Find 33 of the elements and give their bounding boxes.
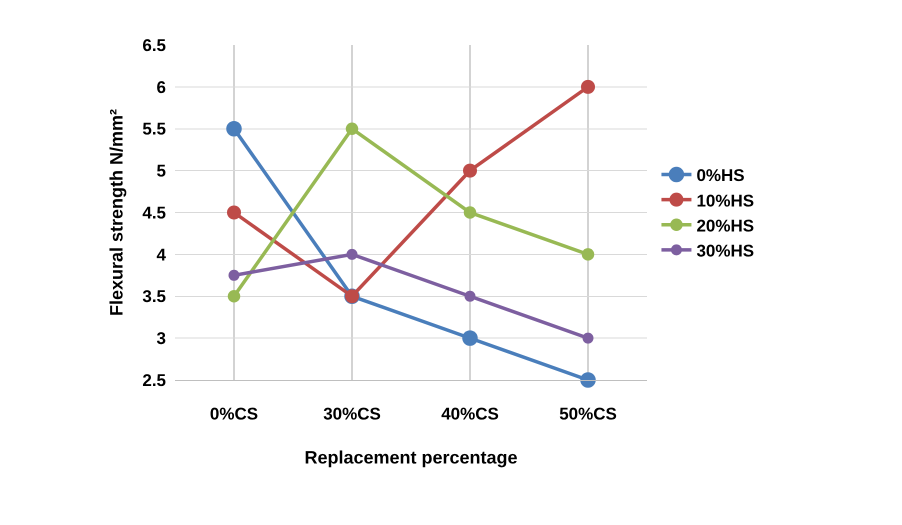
point xyxy=(464,206,476,219)
y-tick-label: 5 xyxy=(156,162,166,181)
y-tick-label: 6.5 xyxy=(142,36,166,55)
point xyxy=(581,80,595,94)
y-tick-label: 2.5 xyxy=(142,370,166,390)
x-tick-label: 30%CS xyxy=(323,404,381,424)
y-tick-label: 3.5 xyxy=(142,287,166,306)
point xyxy=(464,290,476,302)
point xyxy=(227,206,241,220)
point xyxy=(582,332,594,344)
y-tick-label: 3 xyxy=(156,329,166,348)
legend-label: 10%HS xyxy=(696,191,754,210)
point xyxy=(463,164,477,178)
x-tick-label: 50%CS xyxy=(559,404,617,424)
point xyxy=(226,121,242,136)
legend-label: 30%HS xyxy=(696,241,754,260)
y-tick-label: 5.5 xyxy=(142,120,166,139)
x-tick-label: 0%CS xyxy=(210,404,258,424)
legend-label: 0%HS xyxy=(696,166,745,186)
y-axis-title: Flexural strength N/mm² xyxy=(106,108,127,316)
x-axis-title: Replacement percentage xyxy=(304,448,518,468)
point xyxy=(580,372,596,388)
y-tick-label: 4 xyxy=(156,245,167,264)
y-tick-label: 6 xyxy=(156,78,166,97)
point xyxy=(228,270,240,281)
y-tick-label: 4.5 xyxy=(142,203,166,222)
point xyxy=(228,290,240,302)
point xyxy=(462,330,478,346)
point xyxy=(346,248,358,260)
x-tick-label: 40%CS xyxy=(441,404,499,424)
point xyxy=(346,122,358,135)
legend-label: 20%HS xyxy=(696,216,754,236)
point xyxy=(582,248,594,261)
